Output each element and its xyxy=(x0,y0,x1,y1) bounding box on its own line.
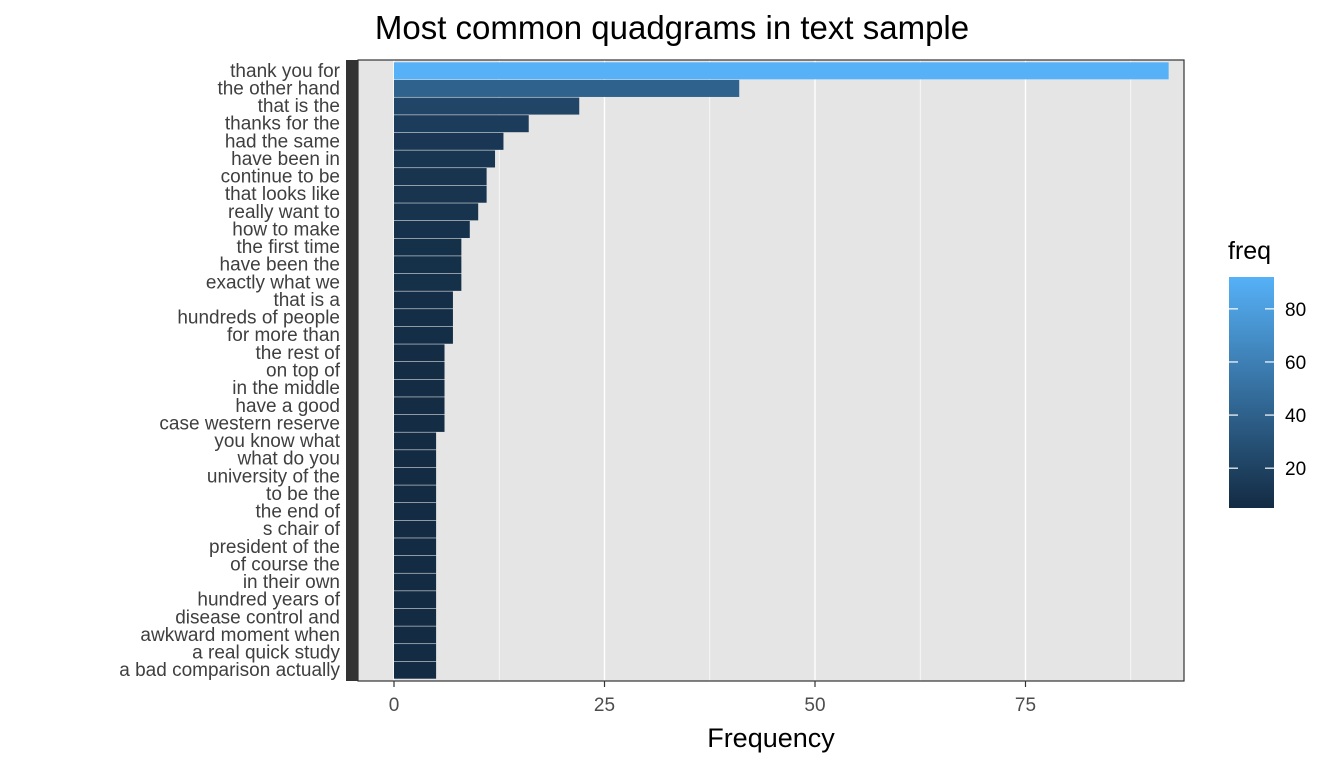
legend-ticks: 20 40 60 80 xyxy=(1229,300,1306,480)
y-tick-label: had the same xyxy=(225,131,340,152)
x-tick-label: 50 xyxy=(804,695,825,716)
bar xyxy=(394,591,437,609)
bar xyxy=(394,168,487,186)
chart-title: Most common quadgrams in text sample xyxy=(375,9,969,46)
y-tick-label: hundreds of people xyxy=(177,308,340,329)
y-axis-tick-band xyxy=(346,60,358,681)
legend-tick-label: 60 xyxy=(1285,353,1306,374)
y-tick-label: that looks like xyxy=(225,184,340,205)
y-tick-label: the end of xyxy=(255,502,340,523)
bar xyxy=(394,79,740,97)
bar xyxy=(394,467,437,485)
y-tick-label: a bad comparison actually xyxy=(119,660,340,681)
bar xyxy=(394,608,437,626)
y-tick-label: you know what xyxy=(214,431,340,452)
y-tick-label: have been in xyxy=(231,149,340,170)
legend-colorbar xyxy=(1229,277,1274,508)
legend-title: freq xyxy=(1228,237,1271,265)
y-tick-label: s chair of xyxy=(263,519,341,540)
bar xyxy=(394,555,437,573)
y-tick-label: awkward moment when xyxy=(140,625,340,646)
bar xyxy=(394,309,453,327)
y-tick-label: president of the xyxy=(209,537,340,558)
y-tick-label: exactly what we xyxy=(206,272,340,293)
plot-panel xyxy=(358,60,1184,681)
bar xyxy=(394,379,445,397)
bar xyxy=(394,291,453,309)
bar xyxy=(394,238,462,256)
bar xyxy=(394,485,437,503)
y-tick-label: what do you xyxy=(237,449,340,470)
legend-tick-label: 40 xyxy=(1285,406,1306,427)
x-tick-label: 25 xyxy=(594,695,615,716)
y-tick-label: case western reserve xyxy=(159,413,340,434)
x-tick-label: 0 xyxy=(389,695,400,716)
y-tick-label: in their own xyxy=(243,572,340,593)
y-tick-label: that is a xyxy=(273,290,340,311)
y-tick-label: to be the xyxy=(266,484,340,505)
bar xyxy=(394,273,462,291)
bar xyxy=(394,256,462,274)
bar xyxy=(394,573,437,591)
bar xyxy=(394,644,437,662)
x-tick-label: 75 xyxy=(1015,695,1036,716)
y-tick-label: in the middle xyxy=(232,378,340,399)
bar xyxy=(394,414,445,432)
y-tick-label: continue to be xyxy=(221,167,340,188)
bar xyxy=(394,326,453,344)
y-tick-label: thanks for the xyxy=(225,114,340,135)
y-tick-label: really want to xyxy=(228,202,340,223)
x-axis-ticks: 0 25 50 75 xyxy=(389,681,1036,716)
bar xyxy=(394,661,437,679)
bar xyxy=(394,132,504,150)
y-tick-label: have been the xyxy=(220,255,340,276)
x-axis-title: Frequency xyxy=(707,723,835,753)
y-tick-label: the other hand xyxy=(217,78,340,99)
y-tick-label: how to make xyxy=(232,219,340,240)
y-tick-label: that is the xyxy=(258,96,340,117)
y-tick-label: have a good xyxy=(235,396,340,417)
bar xyxy=(394,503,437,521)
bar xyxy=(394,220,470,238)
y-tick-label: a real quick study xyxy=(192,643,340,664)
bar xyxy=(394,450,437,468)
plot-panel-border xyxy=(357,59,1185,682)
bar xyxy=(394,344,445,362)
bar xyxy=(394,538,437,556)
y-tick-label: the rest of xyxy=(256,343,341,364)
y-tick-label: for more than xyxy=(227,325,340,346)
bars xyxy=(394,62,1169,679)
bar xyxy=(394,150,496,168)
y-tick-label: university of the xyxy=(207,466,340,487)
bar xyxy=(394,520,437,538)
y-tick-label: the first time xyxy=(237,237,340,258)
legend-tick-label: 20 xyxy=(1285,459,1306,480)
bar xyxy=(394,97,580,115)
bar xyxy=(394,203,479,221)
bar xyxy=(394,185,487,203)
bar xyxy=(394,115,529,133)
y-tick-label: disease control and xyxy=(175,607,340,628)
bar xyxy=(394,626,437,644)
bar xyxy=(394,432,437,450)
bar xyxy=(394,361,445,380)
bar xyxy=(394,62,1169,80)
bar xyxy=(394,397,445,415)
y-tick-label: hundred years of xyxy=(197,590,340,611)
y-tick-label: of course the xyxy=(230,554,340,575)
y-tick-label: on top of xyxy=(266,361,341,382)
y-tick-label: thank you for xyxy=(230,61,341,82)
legend-tick-label: 80 xyxy=(1285,300,1306,321)
